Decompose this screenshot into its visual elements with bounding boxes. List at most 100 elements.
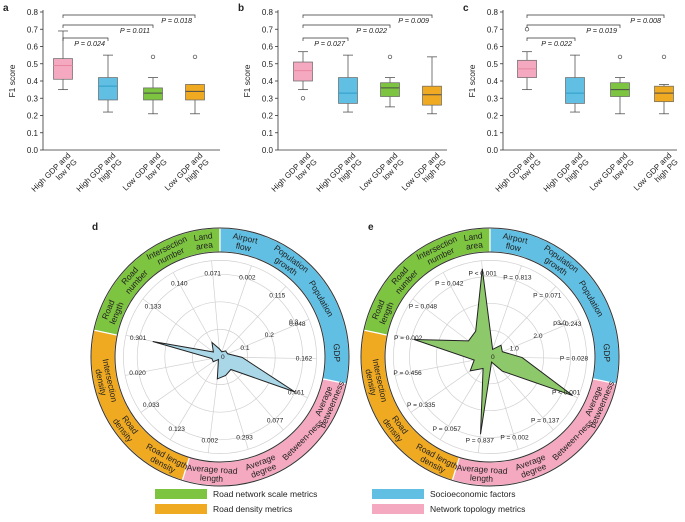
significance-bracket xyxy=(302,14,433,18)
y-tick-label: 0.3 xyxy=(487,94,499,103)
panel-label: e xyxy=(368,222,374,233)
ring-segment-label: GDP xyxy=(332,344,343,363)
y-tick-label: 0.1 xyxy=(487,129,499,138)
x-category-label: Low GDP andlow PG xyxy=(358,151,406,199)
p-value-label: 0.033 xyxy=(143,402,160,409)
x-category-label: High GDP andlow PG xyxy=(30,151,79,200)
box-iqr xyxy=(422,85,442,106)
x-category-label: High GDP andlow PG xyxy=(494,151,543,200)
p-value-label: P = 0.048 xyxy=(409,303,438,310)
p-value-label: P = 0.837 xyxy=(466,437,495,444)
grid-ring-outer xyxy=(393,260,587,454)
box-iqr xyxy=(143,87,163,101)
ring-outer-border xyxy=(360,227,620,487)
y-tick-label: 0.6 xyxy=(487,43,499,52)
box-iqr xyxy=(380,82,400,97)
significance-bracket xyxy=(62,14,196,18)
x-category-label: High GDP andlow PG xyxy=(270,151,319,200)
ring-value-label: 0.1 xyxy=(240,345,249,352)
segment-label-line: Land xyxy=(193,230,213,243)
p-value-label: P = 0.022 xyxy=(356,26,387,35)
ring-value-label: 3.0 xyxy=(557,320,566,327)
x-category-label: High GDP andhigh PG xyxy=(75,151,124,200)
p-value-label: P = 0.071 xyxy=(533,293,562,300)
y-tick-label: 0.0 xyxy=(262,146,274,155)
grid-ring-outer xyxy=(123,260,317,454)
y-tick-label: 0.3 xyxy=(27,94,39,103)
p-value-label: P < 0.001 xyxy=(552,389,581,396)
p-value-label: P = 0.018 xyxy=(161,16,192,25)
p-value-label: P = 0.137 xyxy=(531,417,560,424)
panel-label: a xyxy=(3,3,9,14)
x-category-label: Low GDP andlow PG xyxy=(588,151,636,199)
y-tick-label: 0.4 xyxy=(487,77,499,86)
p-value-label: P = 0.019 xyxy=(586,26,617,35)
ring-segment-label: Average roadlength xyxy=(186,462,238,485)
legend-label: Road network scale metrics xyxy=(213,489,317,499)
p-value-label: 0.301 xyxy=(130,335,147,342)
legend-swatch xyxy=(372,504,424,514)
segment-label-line: length xyxy=(200,472,224,484)
panel-label: b xyxy=(238,3,244,14)
grid-spoke xyxy=(489,265,522,358)
panel-label: c xyxy=(463,3,469,14)
p-value-label: 0.077 xyxy=(267,417,284,424)
y-tick-label: 0.7 xyxy=(262,25,274,34)
box-iqr xyxy=(565,77,585,104)
p-value-label: P = 0.027 xyxy=(314,39,346,48)
grid-spoke xyxy=(219,286,287,358)
p-value-label: P = 0.028 xyxy=(560,355,589,362)
p-value-label: P = 0.002 xyxy=(500,434,529,441)
segment-label-line: area xyxy=(195,239,214,251)
y-tick-label: 0.7 xyxy=(487,25,499,34)
p-value-label: P = 0.813 xyxy=(503,275,532,282)
ring-value-label: 2.0 xyxy=(533,333,542,340)
y-tick-label: 0.5 xyxy=(487,60,499,69)
ring-segment-label: Landarea xyxy=(463,230,485,251)
y-tick-label: 0.1 xyxy=(27,129,39,138)
boxplot-panel-a: a 0.0 0.1 0.2 0.3 0.4 0.5 0.6 0.7 0.8 F1 score High… xyxy=(3,3,220,200)
x-category-label: Low GDP andlow PG xyxy=(121,151,169,199)
outlier-point xyxy=(192,54,198,59)
grid-spoke xyxy=(140,356,221,413)
significance-bracket xyxy=(302,37,349,41)
y-tick-label: 0.8 xyxy=(27,8,39,17)
y-tick-label: 0.1 xyxy=(262,129,274,138)
p-value-label: 0.115 xyxy=(269,293,285,300)
radar-panel-e: eRoadlengthRoadnumberIntersectionnumberL… xyxy=(360,222,620,487)
ring-segment-label: Landarea xyxy=(193,230,215,251)
significance-bracket xyxy=(526,37,576,41)
y-tick-label: 0.4 xyxy=(262,77,274,86)
y-tick-label: 0.7 xyxy=(27,25,39,34)
y-tick-label: 0.0 xyxy=(27,146,39,155)
legend-label: Socioeconomic factors xyxy=(430,489,516,499)
grid-ring xyxy=(409,276,571,438)
box-iqr xyxy=(185,84,205,101)
ring-value-label: 0.3 xyxy=(289,319,298,326)
x-category-label: High GDP andhigh PG xyxy=(315,151,364,200)
grid-ring xyxy=(136,273,304,441)
y-tick-label: 0.5 xyxy=(262,60,274,69)
box-iqr xyxy=(654,85,674,103)
p-value-label: P = 0.057 xyxy=(433,426,462,433)
significance-bracket xyxy=(526,24,621,28)
p-value-label: 0.162 xyxy=(296,355,313,362)
ring-segment-label: Average roadlength xyxy=(456,462,508,485)
y-tick-label: 0.5 xyxy=(27,60,39,69)
significance-bracket xyxy=(526,14,665,18)
grid-ring xyxy=(192,329,248,385)
boxplot-panel-b: b 0.0 0.1 0.2 0.3 0.4 0.5 0.6 0.7 0.8 F1 score High… xyxy=(238,3,448,200)
legend-swatch xyxy=(155,489,207,499)
ring-zero-label: 0 xyxy=(221,354,225,361)
y-tick-label: 0.8 xyxy=(487,8,499,17)
p-value-label: 0.002 xyxy=(202,437,219,444)
grid-spoke xyxy=(489,318,580,358)
grid-spoke xyxy=(142,298,221,358)
y-axis-title: F1 score xyxy=(242,64,252,97)
p-value-label: P = 0.243 xyxy=(553,321,582,328)
box-iqr xyxy=(98,77,118,101)
box-iqr xyxy=(293,61,313,82)
legend-swatch xyxy=(372,489,424,499)
ring-value-label: 0.2 xyxy=(265,332,274,339)
